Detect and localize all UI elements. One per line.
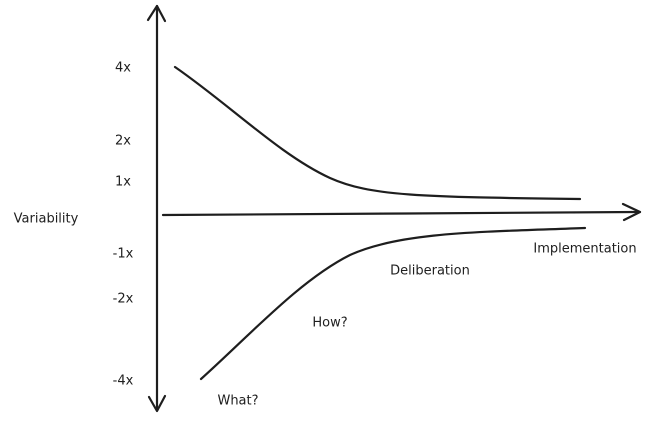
axis-arrow-down bbox=[147, 394, 167, 413]
upper-curve bbox=[173, 65, 582, 201]
phase-label: How? bbox=[312, 316, 347, 331]
tick-label: -2x bbox=[113, 292, 134, 307]
phase-label: Implementation bbox=[533, 242, 636, 257]
tick-label: 4x bbox=[115, 61, 131, 76]
tick-label: 1x bbox=[115, 175, 131, 190]
axis-arrow-up bbox=[146, 4, 167, 23]
phase-label: What? bbox=[217, 394, 258, 409]
tick-label: -4x bbox=[113, 374, 134, 389]
tick-label: -1x bbox=[113, 247, 134, 262]
phase-label: Deliberation bbox=[390, 264, 470, 279]
lower-curve bbox=[199, 226, 587, 381]
axis-arrow-right bbox=[621, 202, 642, 222]
tick-label: 2x bbox=[115, 134, 131, 149]
horizontal-axis bbox=[161, 210, 642, 217]
axis-label: Variability bbox=[14, 212, 79, 227]
